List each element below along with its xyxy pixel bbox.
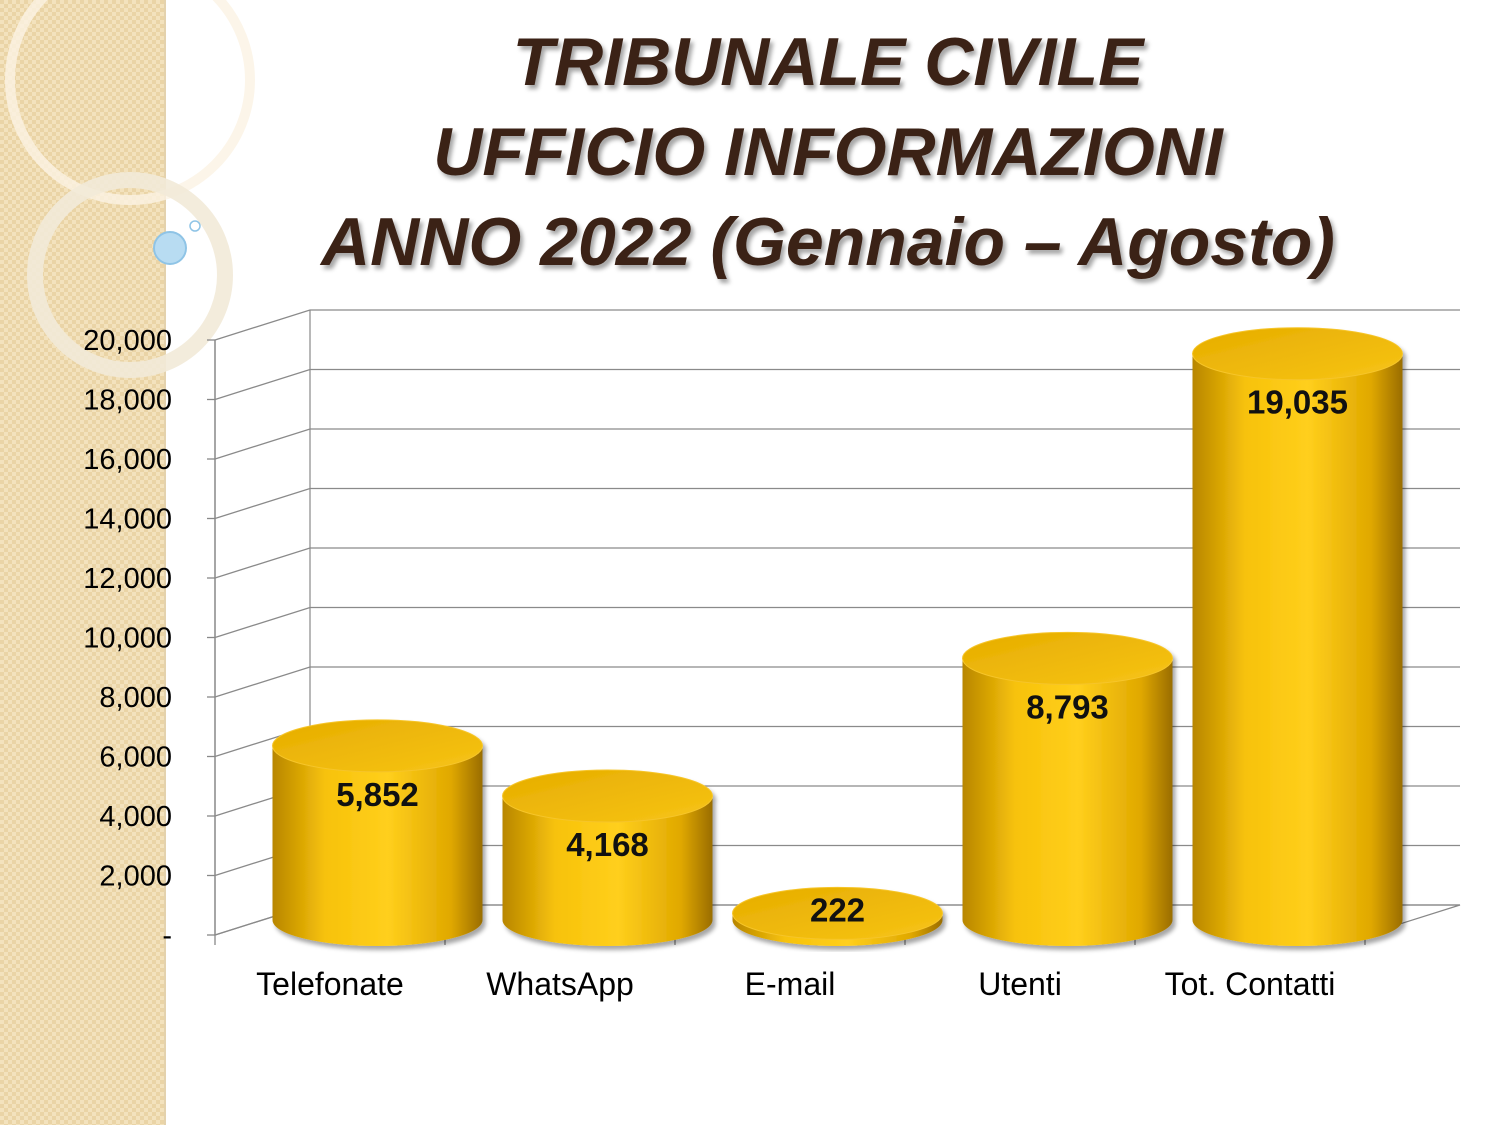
decor-bubble bbox=[189, 220, 201, 232]
grid-line bbox=[214, 309, 1460, 341]
plot: - 2,000 4,000 6,000 8,000 10,000 12,000 14,000 1… bbox=[83, 309, 1461, 1002]
y-tick-label: 12,000 bbox=[83, 563, 172, 595]
chart-title: UFFICIO INFORMAZIONI bbox=[433, 114, 1225, 190]
bar-body bbox=[502, 796, 713, 947]
y-tick-label: 6,000 bbox=[99, 742, 172, 774]
y-tick-label: 2,000 bbox=[99, 861, 172, 893]
decor-ring bbox=[27, 172, 233, 378]
x-tick-label: Tot. Contatti bbox=[1165, 966, 1336, 1002]
grid-line bbox=[214, 487, 1460, 520]
y-tick-label: 14,000 bbox=[83, 504, 172, 536]
grid-line bbox=[214, 606, 1460, 639]
bar-top bbox=[272, 719, 483, 773]
x-tick-label: Utenti bbox=[978, 966, 1062, 1002]
value-label: 8,793 bbox=[1026, 688, 1109, 725]
bar bbox=[1192, 327, 1403, 947]
grid-line bbox=[214, 547, 1460, 579]
chart-title: ANNO 2022 (Gennaio – Agosto) bbox=[319, 204, 1335, 280]
grid-line bbox=[214, 428, 1460, 460]
y-tick-label: 10,000 bbox=[83, 623, 172, 655]
bar-body bbox=[272, 745, 483, 947]
value-label: 222 bbox=[810, 891, 865, 928]
y-tick-label: 4,000 bbox=[99, 801, 172, 833]
y-tick-label: - bbox=[162, 920, 172, 952]
decor-bubble bbox=[153, 231, 187, 265]
value-label: 4,168 bbox=[566, 826, 649, 863]
y-tick-label: 16,000 bbox=[83, 444, 172, 476]
y-tick-label: 18,000 bbox=[83, 385, 172, 417]
bar bbox=[962, 631, 1173, 947]
x-tick-label: E-mail bbox=[745, 966, 836, 1002]
y-tick-label: 8,000 bbox=[99, 682, 172, 714]
y-tick-label: 20,000 bbox=[83, 325, 172, 357]
bar bbox=[502, 769, 713, 947]
x-tick-label: WhatsApp bbox=[486, 966, 634, 1002]
value-label: 5,852 bbox=[336, 776, 419, 813]
bar-top bbox=[1192, 327, 1403, 381]
bar-body bbox=[962, 658, 1173, 947]
x-tick-label: Telefonate bbox=[256, 966, 404, 1002]
bar-body bbox=[1192, 353, 1403, 947]
chart-title: TRIBUNALE CIVILE bbox=[513, 24, 1147, 100]
bar bbox=[732, 886, 943, 947]
bar-top bbox=[502, 769, 713, 823]
grid-line bbox=[214, 368, 1460, 401]
decor-ring bbox=[5, 0, 255, 205]
value-label: 19,035 bbox=[1247, 384, 1348, 421]
bar bbox=[272, 719, 483, 947]
bar-top bbox=[962, 631, 1173, 685]
bar-top bbox=[732, 886, 943, 940]
title-block: TRIBUNALE CIVILE UFFICIO INFORMAZIONI AN… bbox=[319, 24, 1335, 280]
